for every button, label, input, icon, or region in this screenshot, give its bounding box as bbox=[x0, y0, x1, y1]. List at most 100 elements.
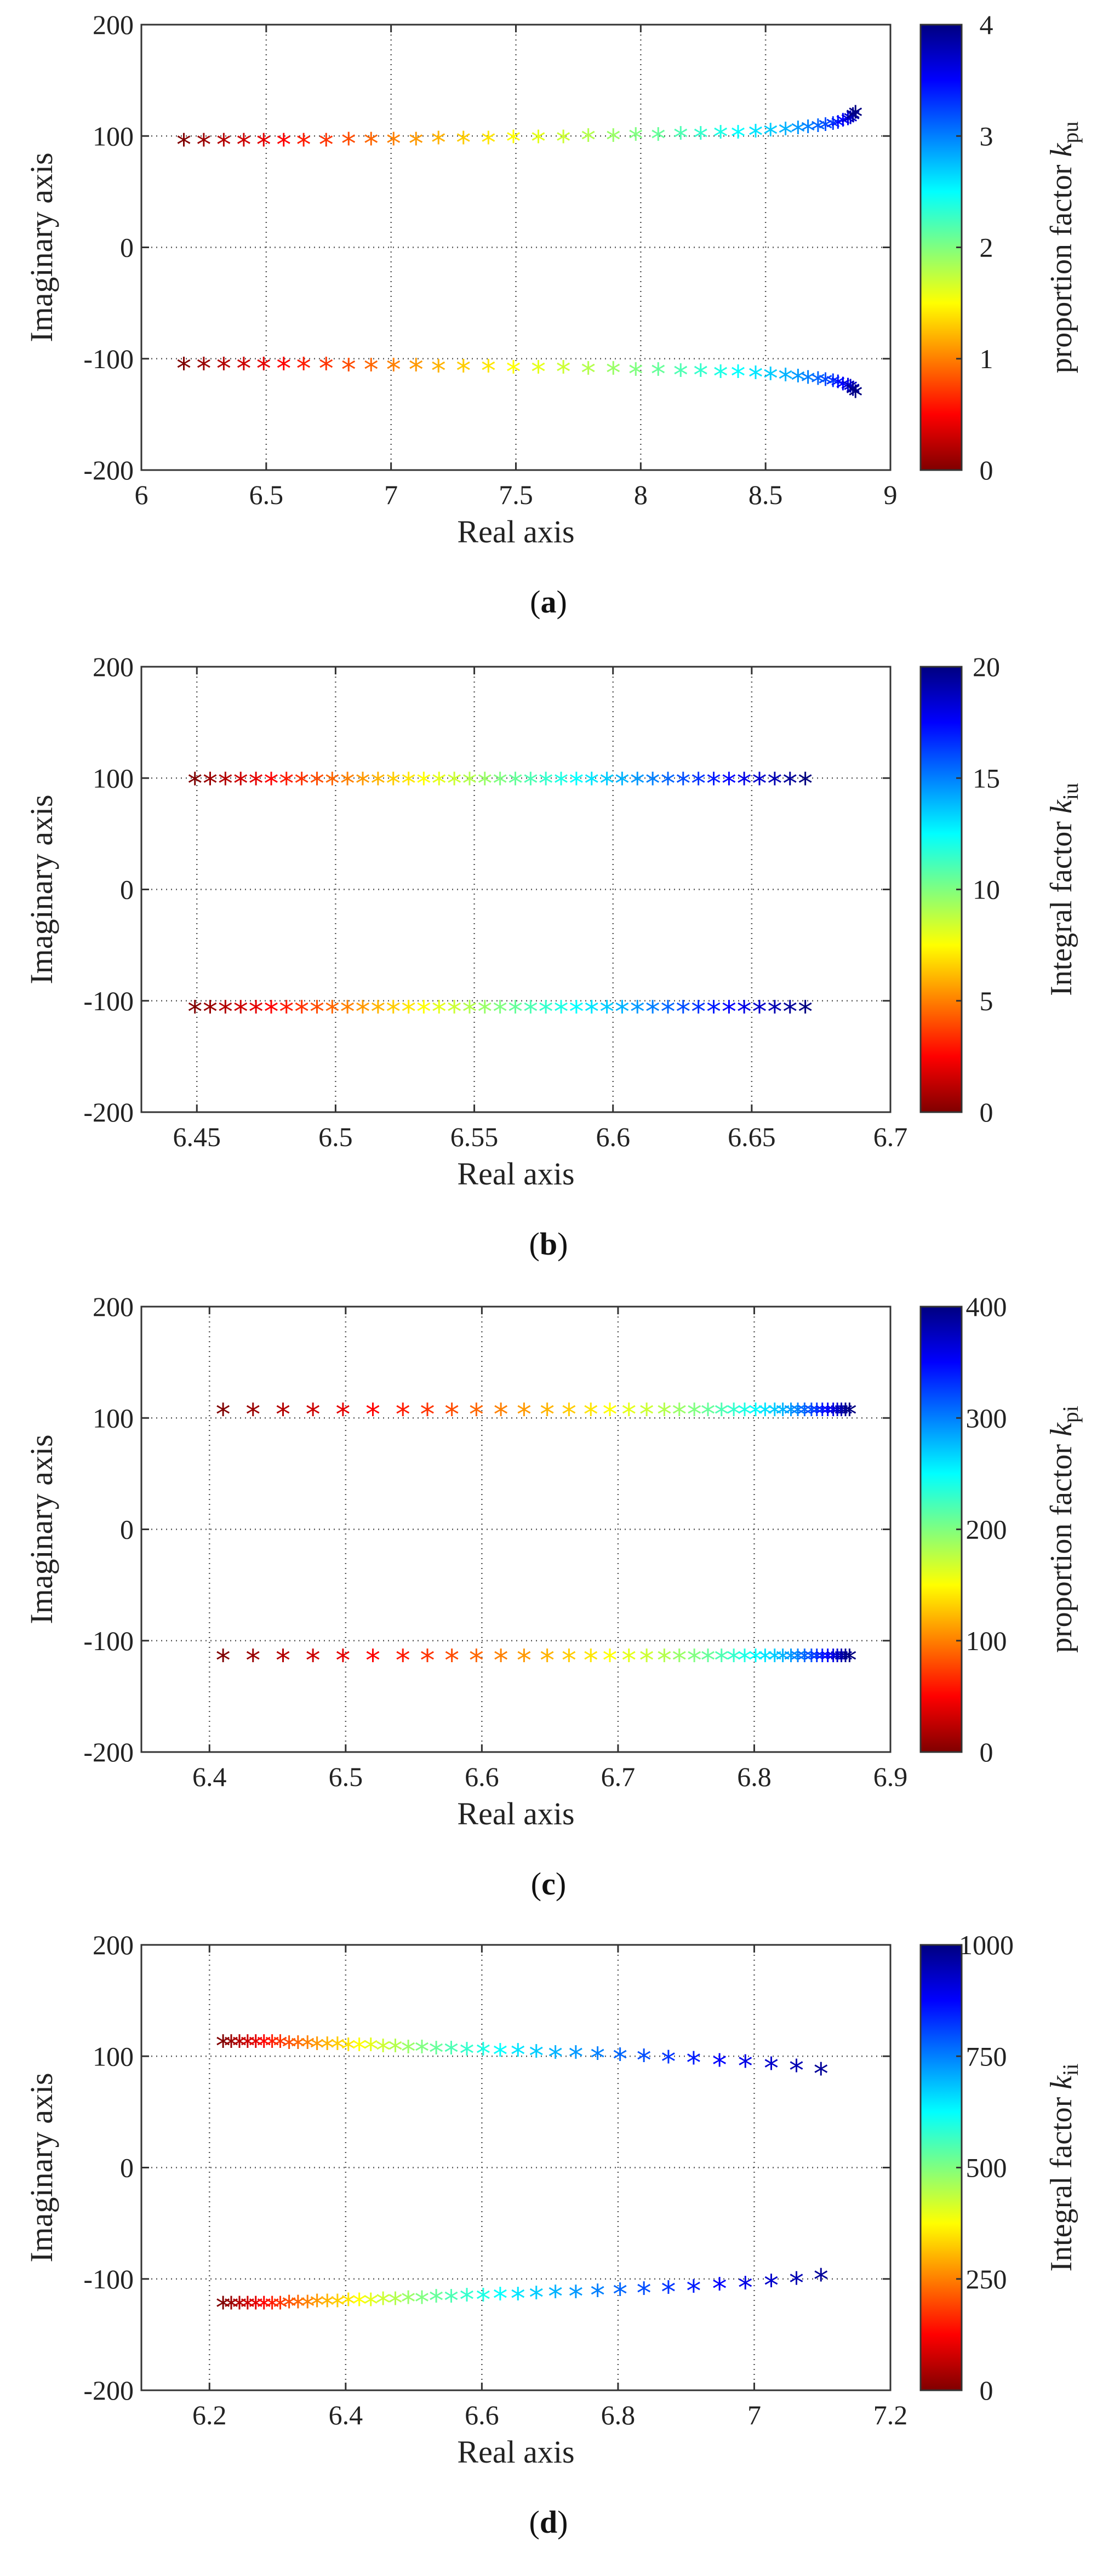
chart-panel-c: 6.4 6.5 6.6 6.7 6.8 6.9 200 100 0 -100 -200 Real ax… bbox=[24, 1291, 1083, 1902]
colorbar-label: Integral factor kiu bbox=[1044, 783, 1083, 996]
data-point: * bbox=[401, 2034, 416, 2069]
caption-letter: d bbox=[540, 2504, 557, 2540]
panel-caption: (d) bbox=[529, 2504, 568, 2540]
data-point: * bbox=[529, 2281, 544, 2315]
colorbar bbox=[919, 24, 963, 471]
data-point: * bbox=[758, 1397, 773, 1432]
data-point: * bbox=[790, 1644, 805, 1678]
x-tick-label: 6.45 bbox=[173, 1121, 221, 1152]
data-point: * bbox=[737, 766, 752, 801]
data-point: * bbox=[236, 351, 251, 386]
data-point: * bbox=[731, 359, 746, 394]
x-axis-label: Real axis bbox=[457, 2434, 574, 2470]
data-point: * bbox=[493, 994, 507, 1029]
y-tick-label: -100 bbox=[83, 2264, 134, 2294]
data-point: * bbox=[767, 1397, 782, 1432]
panel-caption: (a) bbox=[530, 584, 567, 620]
data-point: * bbox=[276, 128, 291, 162]
series-upper-poles: ****************************************… bbox=[216, 1397, 857, 1432]
data-point: * bbox=[273, 2029, 288, 2063]
data-point: * bbox=[834, 1397, 849, 1432]
plot-area bbox=[140, 666, 892, 1113]
data-point: * bbox=[630, 766, 645, 801]
data-point: * bbox=[469, 1644, 484, 1678]
data-point: * bbox=[789, 2053, 804, 2088]
y-tick-label: -100 bbox=[83, 1625, 134, 1656]
data-point: * bbox=[517, 1644, 532, 1678]
y-tick-label: 100 bbox=[93, 2041, 134, 2071]
data-point: * bbox=[657, 1397, 672, 1432]
colorbar-tick-label: 200 bbox=[966, 1514, 1007, 1545]
data-point: * bbox=[672, 1644, 687, 1678]
series-lower-poles: ********************* * * * * * * * * * * * * * * * * * * * bbox=[216, 2263, 829, 2325]
data-point: * bbox=[352, 2032, 367, 2066]
caption-letter: a bbox=[541, 584, 557, 620]
data-point: * bbox=[789, 2266, 804, 2300]
data-point: * bbox=[818, 112, 833, 146]
data-point: * bbox=[279, 994, 294, 1029]
data-point: * bbox=[569, 994, 584, 1029]
data-point: * bbox=[432, 994, 447, 1029]
data-point: * bbox=[481, 353, 496, 388]
x-tick-label: 6.7 bbox=[873, 1121, 908, 1152]
data-point: * bbox=[456, 125, 471, 160]
data-point: * bbox=[264, 766, 278, 801]
data-point: * bbox=[784, 1644, 798, 1678]
data-point: * bbox=[842, 1397, 857, 1432]
x-tick-label: 6.6 bbox=[596, 1121, 630, 1152]
data-point: * bbox=[356, 994, 370, 1029]
data-point: * bbox=[568, 2280, 583, 2314]
data-point: * bbox=[388, 2286, 403, 2321]
data-point: * bbox=[767, 1644, 782, 1678]
data-point: * bbox=[737, 994, 752, 1029]
plot-area bbox=[140, 1306, 892, 1753]
data-point: * bbox=[820, 1397, 835, 1432]
x-axis-label: Real axis bbox=[457, 1796, 574, 1831]
data-point: * bbox=[494, 1644, 508, 1678]
data-point: * bbox=[843, 105, 858, 140]
colorbar bbox=[919, 1306, 963, 1753]
y-tick-label: -200 bbox=[83, 1737, 134, 1767]
data-point: * bbox=[216, 351, 231, 386]
x-tick-label: 6.4 bbox=[192, 1761, 227, 1792]
x-tick-label: 6.9 bbox=[873, 1761, 908, 1792]
data-point: * bbox=[826, 1644, 841, 1678]
data-point: * bbox=[748, 1397, 763, 1432]
data-point: * bbox=[645, 766, 660, 801]
data-point: * bbox=[477, 994, 492, 1029]
data-point: * bbox=[782, 766, 797, 801]
data-point: * bbox=[296, 128, 311, 162]
data-point: * bbox=[712, 2048, 727, 2082]
data-point: * bbox=[661, 2275, 676, 2309]
data-point: * bbox=[233, 994, 248, 1029]
data-point: * bbox=[364, 352, 379, 387]
data-point: * bbox=[830, 1397, 845, 1432]
data-point: * bbox=[791, 364, 805, 398]
x-tick-label: 6.6 bbox=[465, 1761, 499, 1792]
data-point: * bbox=[444, 1644, 459, 1678]
caption-paren-open: ( bbox=[531, 1866, 541, 1902]
data-point: * bbox=[629, 357, 643, 392]
data-point: * bbox=[738, 2049, 753, 2083]
data-point: * bbox=[256, 2291, 271, 2325]
data-point: * bbox=[818, 367, 833, 402]
data-point: * bbox=[590, 2279, 605, 2313]
y-tick-label: -200 bbox=[83, 455, 134, 485]
colorbar-tick-label: 3 bbox=[980, 121, 993, 151]
x-tick-label: 6.2 bbox=[192, 2400, 227, 2430]
colorbar-tick-label: 1 bbox=[980, 344, 993, 374]
data-point: * bbox=[639, 1644, 654, 1678]
data-point: * bbox=[731, 120, 746, 154]
y-tick-label: 0 bbox=[120, 232, 134, 263]
data-point: * bbox=[629, 122, 643, 157]
caption-paren-close: ) bbox=[556, 1866, 566, 1902]
y-tick-label: 0 bbox=[120, 874, 134, 905]
data-point: * bbox=[831, 369, 845, 404]
data-point: * bbox=[621, 1397, 636, 1432]
data-point: * bbox=[216, 1397, 231, 1432]
data-point: * bbox=[310, 766, 324, 801]
data-point: * bbox=[763, 362, 778, 396]
data-point: * bbox=[236, 128, 251, 162]
data-point: * bbox=[693, 358, 708, 393]
data-point: * bbox=[539, 994, 553, 1029]
